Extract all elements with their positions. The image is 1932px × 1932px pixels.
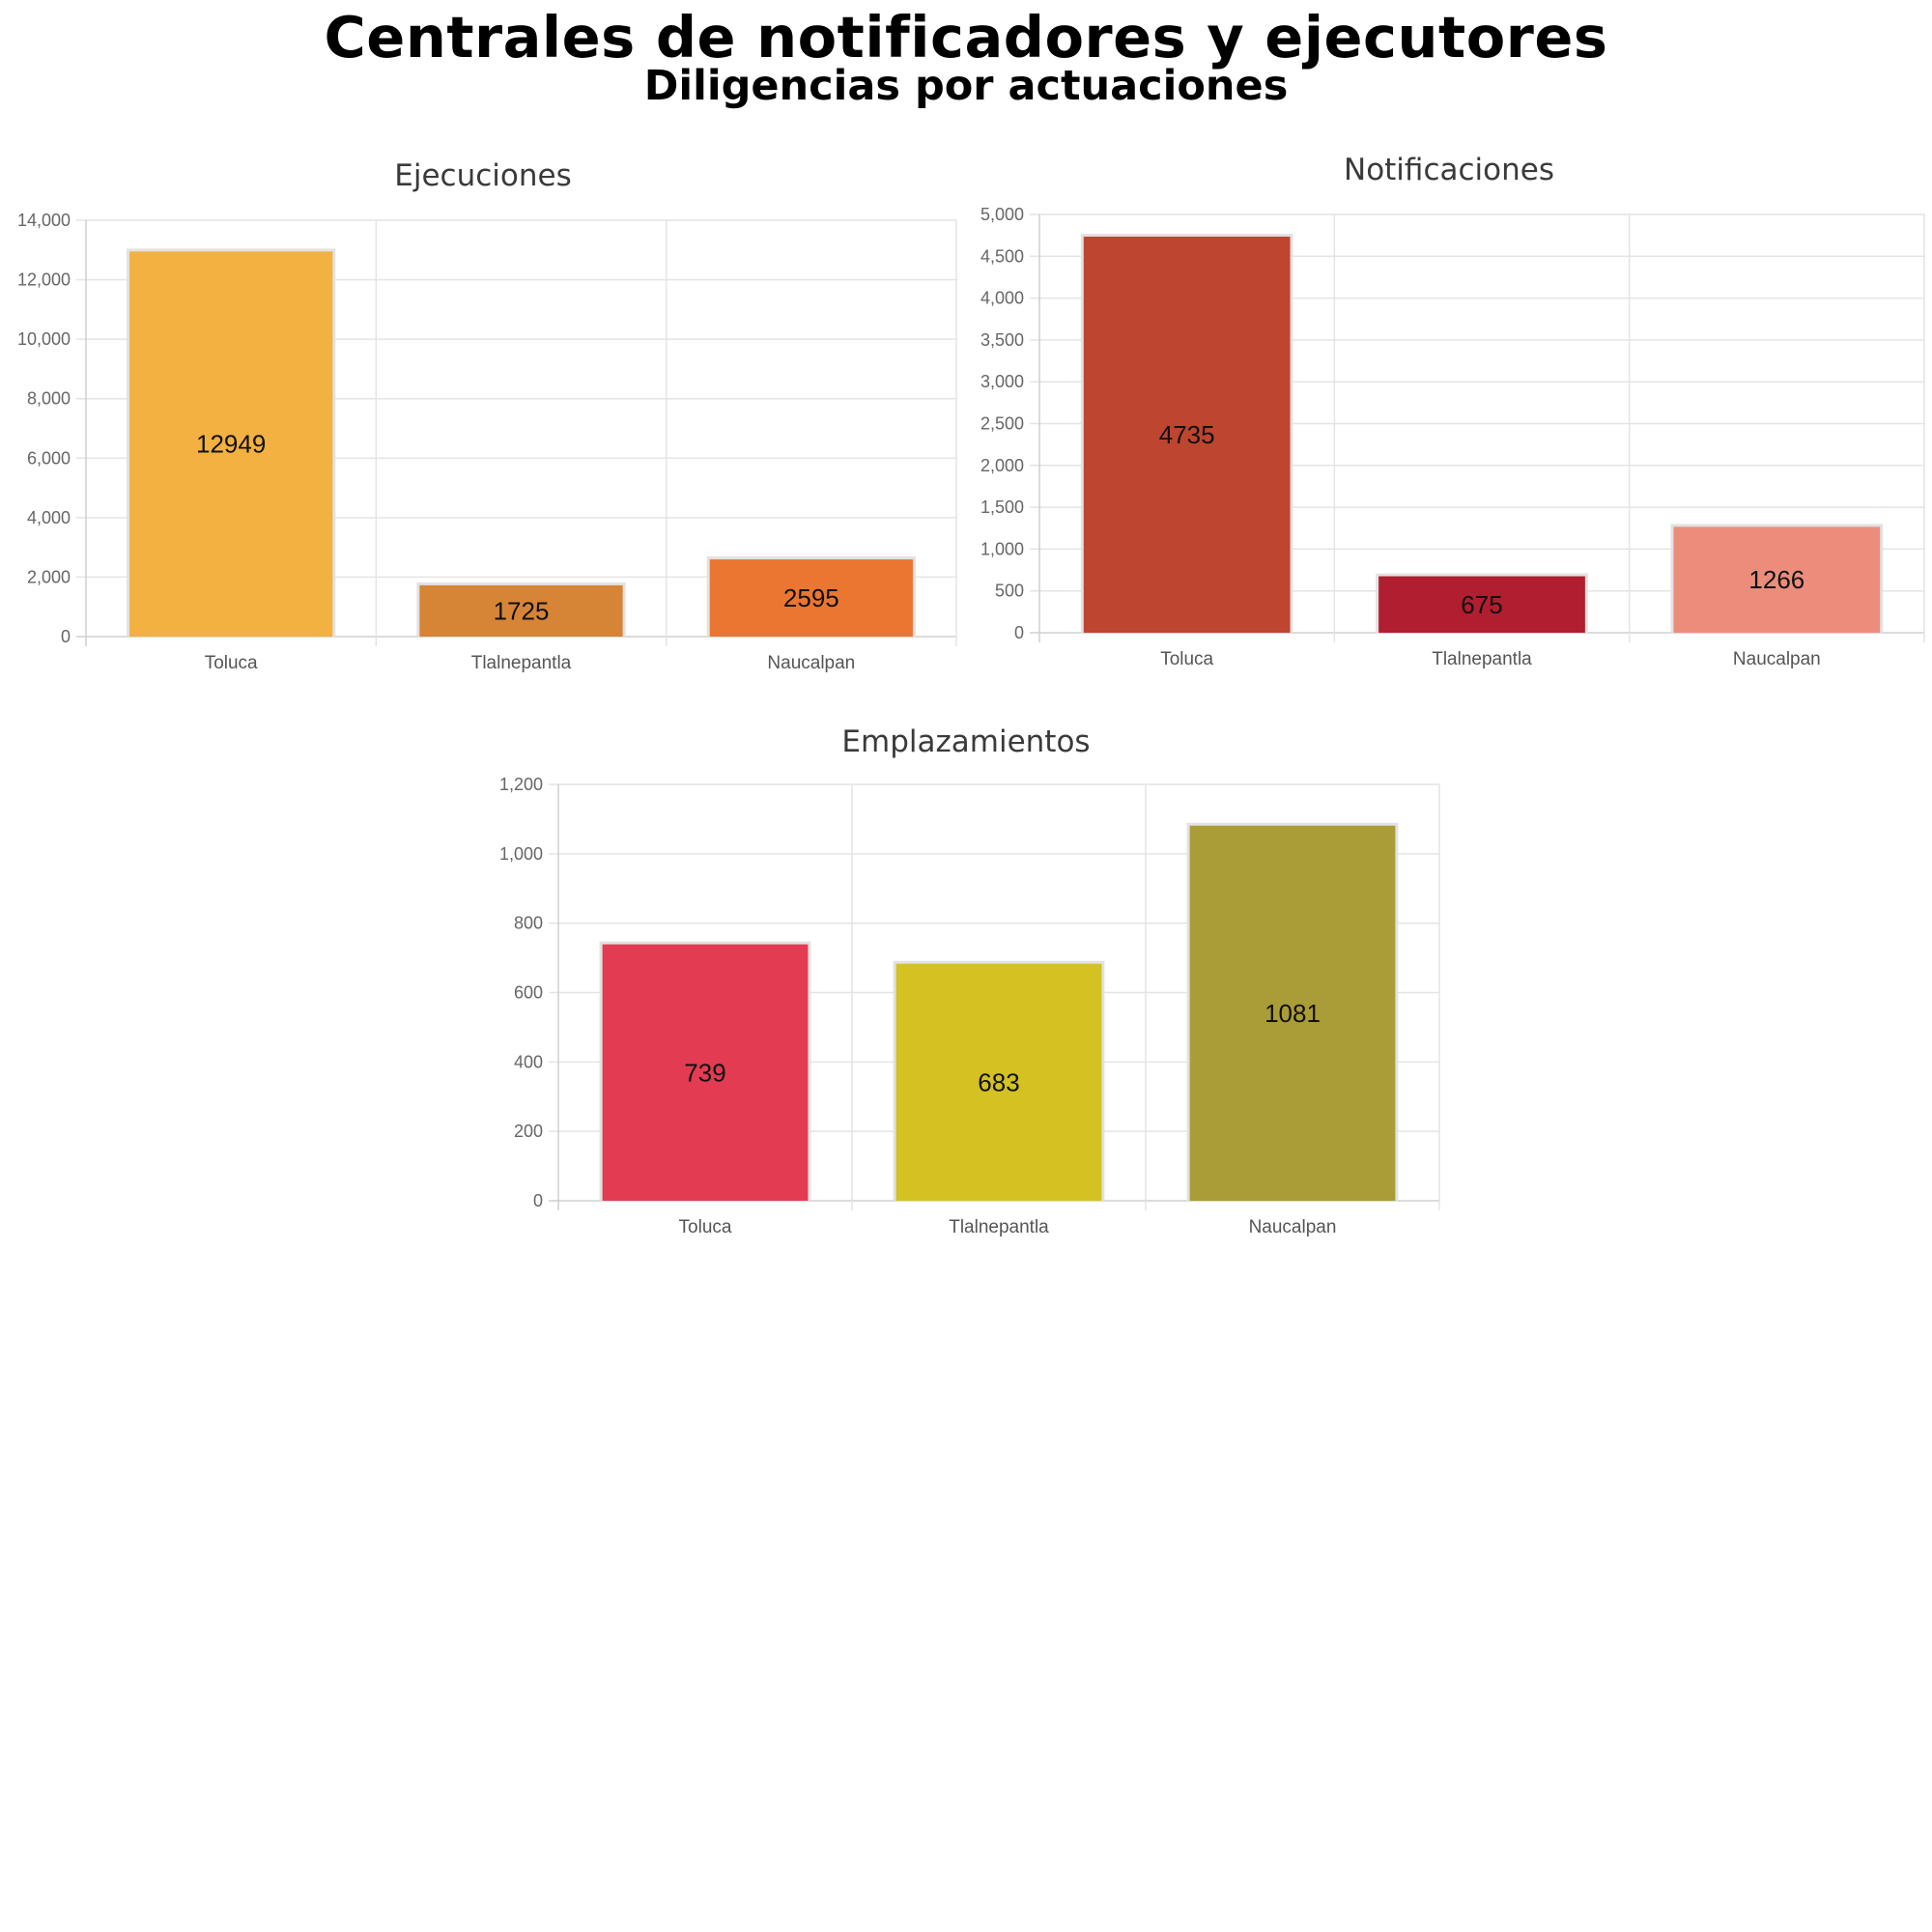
x-tick-label: Naucalpan: [767, 653, 855, 673]
x-tick-label: Tlalnepantla: [1432, 649, 1532, 669]
page-subtitle: Diligencias por actuaciones: [643, 62, 1289, 110]
chart-title: Emplazamientos: [841, 724, 1090, 759]
data-label: 1266: [1748, 565, 1804, 594]
data-label: 675: [1461, 590, 1502, 619]
y-tick-label: 2,000: [27, 567, 71, 586]
bar-naucalpan: [1673, 526, 1881, 633]
y-tick-label: 600: [514, 983, 543, 1003]
x-tick-label: Naucalpan: [1733, 649, 1821, 669]
y-tick-label: 5,000: [980, 205, 1024, 224]
bar-toluca: [1083, 236, 1291, 633]
data-label: 683: [978, 1067, 1019, 1096]
y-tick-label: 1,000: [499, 844, 543, 864]
y-tick-label: 0: [533, 1191, 543, 1210]
bar-toluca: [129, 251, 333, 637]
data-label: 739: [684, 1058, 725, 1087]
data-label: 12949: [196, 430, 266, 459]
x-tick-label: Toluca: [1160, 649, 1213, 669]
bar-tlalnepantla: [895, 963, 1102, 1201]
page-title: Centrales de notificadores y ejecutores: [324, 4, 1608, 71]
x-tick-label: Toluca: [679, 1217, 732, 1237]
data-label: 1081: [1264, 999, 1321, 1028]
y-tick-label: 1,500: [980, 497, 1024, 517]
bar-naucalpan: [709, 559, 913, 637]
data-label: 2595: [783, 583, 839, 612]
y-tick-label: 800: [514, 914, 543, 933]
y-tick-label: 14,000: [17, 211, 71, 230]
data-label: 4735: [1159, 420, 1215, 449]
x-tick-label: Tlalnepantla: [949, 1217, 1049, 1237]
y-tick-label: 4,000: [980, 289, 1024, 308]
y-tick-label: 200: [514, 1122, 543, 1141]
data-label: 1725: [494, 596, 550, 625]
x-tick-label: Tlalnepantla: [471, 653, 572, 673]
y-tick-label: 0: [1014, 623, 1024, 642]
y-tick-label: 2,000: [980, 456, 1024, 475]
y-tick-label: 3,500: [980, 330, 1024, 350]
y-tick-label: 2,500: [980, 414, 1024, 434]
x-tick-label: Naucalpan: [1249, 1217, 1337, 1237]
bar-naucalpan: [1189, 825, 1396, 1201]
x-tick-label: Toluca: [205, 653, 258, 673]
y-tick-label: 10,000: [17, 329, 71, 349]
y-tick-label: 500: [995, 582, 1024, 601]
bar-tlalnepantla: [419, 584, 623, 637]
bar-toluca: [602, 944, 809, 1201]
y-tick-label: 3,000: [980, 372, 1024, 391]
y-tick-label: 4,000: [27, 508, 71, 527]
y-tick-label: 4,500: [980, 246, 1024, 266]
chart-title: Ejecuciones: [394, 158, 571, 193]
y-tick-label: 400: [514, 1052, 543, 1071]
y-tick-label: 12,000: [17, 270, 71, 290]
y-tick-label: 0: [61, 627, 71, 646]
chart-title: Notificaciones: [1344, 153, 1554, 187]
bar-tlalnepantla: [1378, 576, 1585, 633]
y-tick-label: 6,000: [27, 448, 71, 468]
y-tick-label: 1,000: [980, 539, 1024, 558]
y-tick-label: 8,000: [27, 389, 71, 409]
y-tick-label: 1,200: [499, 775, 543, 794]
